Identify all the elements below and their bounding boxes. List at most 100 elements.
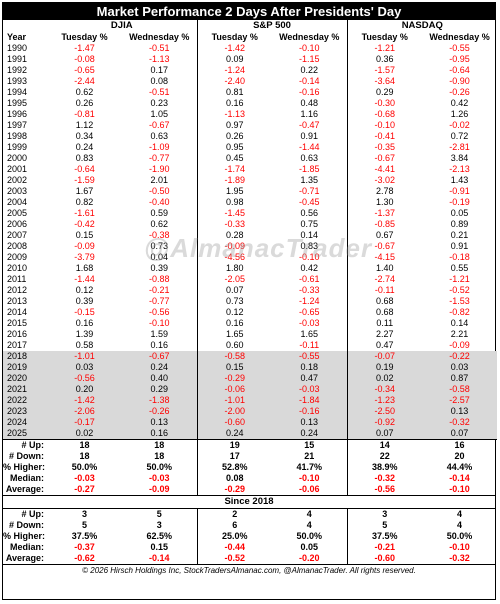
year-cell: 2017 xyxy=(7,340,28,350)
value-cell: -1.23 xyxy=(346,395,423,406)
value-cell: -0.10 xyxy=(299,43,320,53)
year-cell: 2009 xyxy=(7,252,28,262)
value-cell: 0.24 xyxy=(196,428,272,440)
value-cell: -1.42 xyxy=(47,395,122,406)
stat-row: Average: -0.27 -0.09 -0.29 -0.06 -0.56 -0.10 xyxy=(3,484,497,495)
value-cell: -0.68 xyxy=(346,109,423,120)
value-cell: -4.15 xyxy=(346,252,423,263)
value-cell: -0.52 xyxy=(449,285,470,295)
col-year: Year xyxy=(7,32,27,42)
year-cell: 2003 xyxy=(7,186,28,196)
value-cell: 0.40 xyxy=(122,373,197,384)
value-cell: 0.19 xyxy=(346,362,423,373)
value-cell: 0.04 xyxy=(150,252,169,262)
value-cell: 18 xyxy=(79,451,90,461)
year-cell: 2022 xyxy=(3,395,47,406)
value-cell: -0.65 xyxy=(299,307,320,317)
value-cell: 38.9% xyxy=(346,462,423,473)
value-cell: -0.71 xyxy=(299,186,320,196)
value-cell: 1.05 xyxy=(150,109,169,119)
value-cell: 0.24 xyxy=(122,362,197,373)
value-cell: 0.26 xyxy=(75,98,94,108)
value-cell: -0.18 xyxy=(449,252,470,262)
value-cell: -0.21 xyxy=(148,285,170,295)
year-cell: 1997 xyxy=(7,120,28,130)
value-cell: 1.26 xyxy=(450,109,469,119)
value-cell: 1.68 xyxy=(75,263,94,273)
year-cell: 1999 xyxy=(7,142,28,152)
table-row: 2022 -1.42 -1.38 -1.01 -1.84 -1.23 -2.57 xyxy=(3,395,498,406)
value-cell: -1.24 xyxy=(196,65,272,76)
table-row: 1990 -1.47 -0.51 -1.42 -0.10 -1.21 -0.55 xyxy=(3,43,497,54)
stat-label: Median: xyxy=(9,542,44,552)
stat-row: # Up: 18 18 19 15 14 16 xyxy=(3,439,498,451)
value-cell: 0.98 xyxy=(196,197,272,208)
value-cell: -0.91 xyxy=(449,186,470,196)
value-cell: 37.5% xyxy=(71,531,98,541)
value-cell: 1.12 xyxy=(75,120,94,130)
value-cell: 2 xyxy=(196,509,272,520)
value-cell: 0.16 xyxy=(75,318,94,328)
value-cell: 0.13 xyxy=(122,417,197,428)
value-cell: -0.29 xyxy=(196,484,272,495)
value-cell: 0.15 xyxy=(196,362,272,373)
value-cell: -2.00 xyxy=(196,406,272,417)
value-cell: 15 xyxy=(272,439,348,451)
value-cell: 52.8% xyxy=(196,462,272,473)
value-cell: 0.15 xyxy=(75,230,94,240)
table-row: 2020 -0.56 0.40 -0.29 0.47 0.02 0.87 xyxy=(3,373,498,384)
value-cell: 4 xyxy=(456,509,462,519)
value-cell: 0.14 xyxy=(450,318,469,328)
value-cell: -0.38 xyxy=(148,230,170,240)
value-cell: 1.35 xyxy=(300,175,319,185)
value-cell: 0.91 xyxy=(300,131,319,141)
value-cell: -0.09 xyxy=(74,241,95,251)
table-row: 2001 -0.64 -1.90 -1.74 -1.85 -4.41 -2.13 xyxy=(3,164,497,175)
value-cell: 0.26 xyxy=(196,131,272,142)
value-cell: -0.77 xyxy=(148,153,170,163)
value-cell: 0.14 xyxy=(300,230,319,240)
value-cell: 3 xyxy=(346,509,422,520)
value-cell: -0.22 xyxy=(422,351,498,362)
value-cell: -0.41 xyxy=(346,131,423,142)
value-cell: 0.16 xyxy=(122,428,197,440)
value-cell: 0.68 xyxy=(346,296,423,307)
table-row: 2012 0.12 -0.21 0.07 -0.33 -0.11 -0.52 xyxy=(3,285,497,296)
value-cell: -0.42 xyxy=(74,219,95,229)
value-cell: -0.10 xyxy=(299,473,320,483)
value-cell: -0.19 xyxy=(449,197,470,207)
value-cell: -0.47 xyxy=(299,120,320,130)
value-cell: 0.47 xyxy=(272,373,348,384)
year-cell: 2016 xyxy=(7,329,28,339)
col-djia-wed: Wednesday % xyxy=(129,32,190,42)
value-cell: -1.38 xyxy=(122,395,197,406)
value-cell: 1.59 xyxy=(150,329,169,339)
value-cell: 0.48 xyxy=(300,98,319,108)
table-row: 1999 0.24 -1.09 0.95 -1.44 -0.35 -2.81 xyxy=(3,142,497,153)
table-row: 2007 0.15 -0.38 0.28 0.14 0.67 0.21 xyxy=(3,230,497,241)
since-2018-header: Since 2018 xyxy=(3,495,495,509)
value-cell: 0.23 xyxy=(150,98,169,108)
value-cell: 1.16 xyxy=(300,109,319,119)
value-cell: -0.82 xyxy=(449,307,470,317)
value-cell: -0.26 xyxy=(449,87,470,97)
value-cell: -0.14 xyxy=(299,76,320,86)
value-cell: -1.74 xyxy=(196,164,272,175)
value-cell: 0.62 xyxy=(75,87,94,97)
value-cell: 0.08 xyxy=(196,473,272,484)
value-cell: -0.06 xyxy=(196,384,272,395)
value-cell: 18 xyxy=(122,439,197,451)
value-cell: -0.11 xyxy=(346,285,423,296)
value-cell: -0.67 xyxy=(148,120,170,130)
value-cell: -0.14 xyxy=(449,473,470,483)
value-cell: -0.03 xyxy=(148,473,170,483)
year-cell: 2006 xyxy=(7,219,28,229)
value-cell: 0.07 xyxy=(196,285,272,296)
stat-row: # Down: 5 3 6 4 5 4 xyxy=(3,520,497,531)
value-cell: 0.81 xyxy=(196,87,272,98)
value-cell: 0.72 xyxy=(450,131,469,141)
value-cell: -0.51 xyxy=(148,43,170,53)
stat-label: # Down: xyxy=(9,520,44,530)
value-cell: -2.13 xyxy=(449,164,470,174)
value-cell: -0.16 xyxy=(272,406,348,417)
